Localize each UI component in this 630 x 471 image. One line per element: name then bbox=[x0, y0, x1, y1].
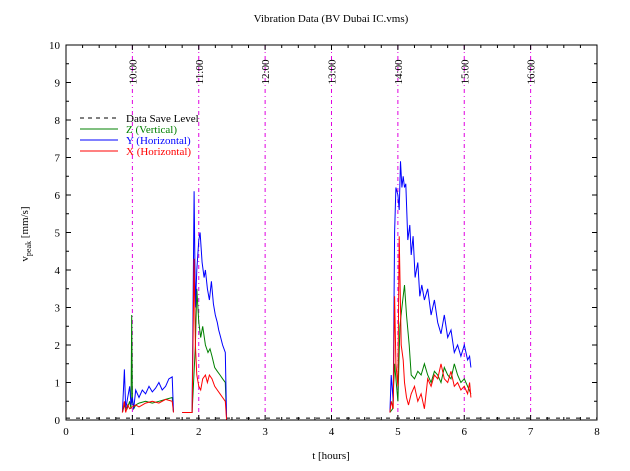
series-line-x-horizontal bbox=[121, 398, 174, 413]
x-tick-label: 3 bbox=[262, 426, 268, 438]
y-axis-label-main: v bbox=[19, 256, 31, 262]
series-line-z-vertical bbox=[182, 288, 228, 421]
legend-entry-label: Z (Vertical) bbox=[126, 124, 177, 136]
x-tick-label: 2 bbox=[196, 426, 202, 438]
y-axis-label-sub: peak bbox=[24, 241, 33, 256]
y-tick-label: 3 bbox=[55, 303, 61, 315]
legend-entry-label: X (Horizontal) bbox=[126, 146, 191, 158]
series-line-y-horizontal bbox=[389, 161, 472, 413]
y-tick-label: 8 bbox=[55, 115, 61, 127]
time-marker-label: 12:00 bbox=[260, 59, 272, 85]
y-tick-label: 1 bbox=[55, 378, 61, 390]
y-tick-label: 9 bbox=[55, 78, 61, 90]
y-tick-label: 5 bbox=[55, 228, 61, 240]
plot-area: 10:00 11:00 12:00 13:00 14:00 15:00 16:00 0 1 2 3 4… bbox=[49, 40, 600, 438]
time-marker-label: 11:00 bbox=[194, 59, 206, 84]
time-marker-label: 16:00 bbox=[526, 59, 538, 85]
x-tick-label: 1 bbox=[130, 426, 136, 438]
series-line-y-horizontal bbox=[182, 191, 228, 421]
time-marker-label: 10:00 bbox=[127, 59, 139, 85]
time-marker-label: 15:00 bbox=[459, 59, 471, 85]
time-marker-label: 14:00 bbox=[393, 59, 405, 85]
chart-title: Vibration Data (BV Dubai IC.vms) bbox=[254, 13, 409, 25]
series-line-z-vertical bbox=[121, 314, 174, 413]
legend-entry-label: Data Save Level bbox=[126, 113, 199, 125]
x-tick-label: 5 bbox=[395, 426, 401, 438]
series-line-x-horizontal bbox=[182, 258, 228, 421]
x-tick-label: 8 bbox=[594, 426, 600, 438]
legend-entry-label: Y (Horizontal) bbox=[126, 135, 191, 147]
y-tick-label: 7 bbox=[55, 153, 61, 165]
y-tick-label: 10 bbox=[49, 40, 61, 52]
y-tick-label: 2 bbox=[55, 340, 61, 352]
x-axis-label: t [hours] bbox=[312, 450, 350, 462]
x-tick-label: 4 bbox=[329, 426, 335, 438]
series-line-x-horizontal bbox=[389, 236, 472, 413]
y-axis-label: vpeak [mm/s] bbox=[19, 206, 33, 261]
x-tick-label: 6 bbox=[462, 426, 468, 438]
y-tick-label: 6 bbox=[55, 190, 61, 202]
x-tick-label: 7 bbox=[528, 426, 534, 438]
time-marker-label: 13:00 bbox=[327, 59, 339, 85]
y-tick-label: 4 bbox=[55, 265, 61, 277]
x-tick-label: 0 bbox=[63, 426, 69, 438]
y-tick-label: 0 bbox=[55, 415, 61, 427]
series-line-y-horizontal bbox=[121, 369, 174, 413]
y-axis-label-unit: [mm/s] bbox=[19, 206, 31, 241]
